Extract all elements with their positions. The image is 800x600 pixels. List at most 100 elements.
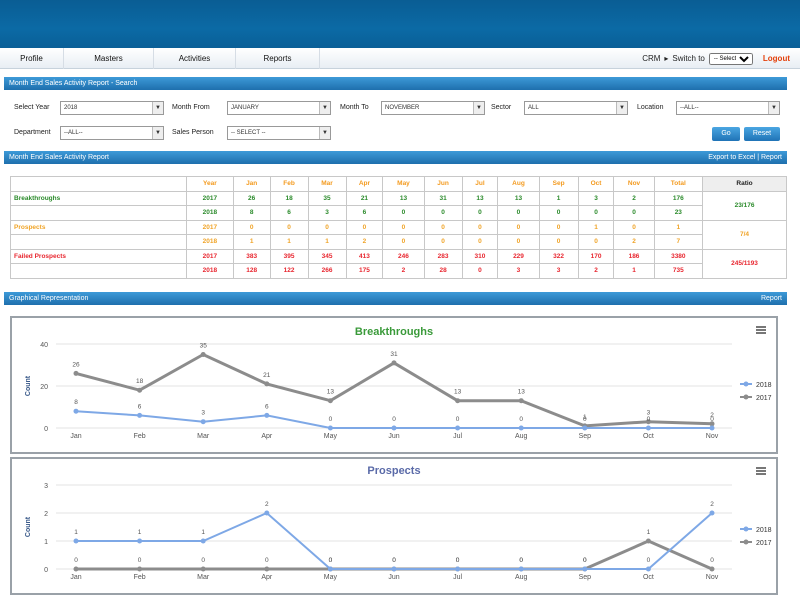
export-excel-link[interactable]: Export to Excel | Report <box>708 154 782 161</box>
location-select[interactable]: --ALL-- ▼ <box>676 101 780 115</box>
table-cell: 3 <box>497 263 540 279</box>
table-row: 2018 8 6 3 6 0 0 0 0 0 0 0 23 <box>10 205 787 221</box>
data-point-2018 <box>200 419 206 425</box>
data-label-2018: 1 <box>138 529 142 536</box>
table-cell: 0 <box>382 219 425 235</box>
legend-marker <box>743 526 749 532</box>
data-label-2017: 35 <box>200 343 208 350</box>
x-tick-label: May <box>324 433 338 440</box>
switch-to-select[interactable]: -- Select -- <box>708 52 753 65</box>
legend-label: 2017 <box>756 540 772 547</box>
nav-item-profile[interactable]: Profile <box>0 48 64 69</box>
data-point-2018 <box>518 566 524 572</box>
table-cell: 1 <box>307 234 347 250</box>
month-from-select[interactable]: JANUARY ▼ <box>227 101 331 115</box>
graph-section-title: Graphical Representation <box>9 295 89 302</box>
data-point-2018 <box>582 566 588 572</box>
data-point-2018 <box>709 425 715 431</box>
row-name-cell <box>10 205 187 221</box>
table-cell: 2018 <box>186 205 234 221</box>
table-header-cell: Apr <box>345 176 384 192</box>
sales-person-select[interactable]: -- SELECT -- ▼ <box>227 126 331 140</box>
x-tick-label: Apr <box>261 574 273 581</box>
data-point-2017 <box>709 421 715 427</box>
data-point-2018 <box>137 412 143 418</box>
x-tick-label: Oct <box>643 433 654 440</box>
table-cell: 6 <box>269 205 309 221</box>
data-point-2017 <box>518 398 524 404</box>
x-tick-label: Jun <box>388 574 399 581</box>
table-header-row: Year Jan Feb Mar Apr May Jun Jul Aug Sep Oct Nov Tot… <box>10 176 787 192</box>
ratio-cell: 23/176 <box>702 190 787 221</box>
table-cell: 1 <box>577 219 615 235</box>
data-label-2018: 1 <box>74 529 78 536</box>
table-cell: 2 <box>613 190 655 206</box>
table-cell: 0 <box>461 234 499 250</box>
table-cell: 31 <box>423 190 463 206</box>
year-select[interactable]: 2018 ▼ <box>60 101 164 115</box>
data-point-2017 <box>73 370 79 376</box>
table-cell: 2 <box>345 234 384 250</box>
table-cell: 283 <box>423 248 463 264</box>
data-point-2017 <box>455 398 461 404</box>
x-tick-label: Aug <box>515 433 528 440</box>
table-cell: 395 <box>269 248 309 264</box>
data-label-2017: 0 <box>201 557 205 564</box>
data-point-2018 <box>73 538 79 544</box>
chart-menu-icon[interactable] <box>756 326 766 334</box>
data-point-2017 <box>391 360 397 366</box>
chart-menu-icon[interactable] <box>756 467 766 475</box>
table-cell: 0 <box>613 219 655 235</box>
month-from-value: JANUARY <box>231 105 259 111</box>
table-cell: 176 <box>653 190 704 206</box>
department-select[interactable]: --ALL-- ▼ <box>60 126 164 140</box>
report-section-header: Month End Sales Activity Report Export t… <box>4 151 787 164</box>
data-label-2017: 0 <box>392 557 396 564</box>
x-tick-label: Mar <box>197 433 210 440</box>
table-cell: 2017 <box>186 248 234 264</box>
table-header-cell: Feb <box>269 176 309 192</box>
data-label-2018: 0 <box>647 557 651 564</box>
chevron-down-icon: ▼ <box>616 102 627 114</box>
data-label-2018: 1 <box>201 529 205 536</box>
sector-select[interactable]: ALL ▼ <box>524 101 628 115</box>
go-button[interactable]: Go <box>712 127 740 141</box>
x-tick-label: Apr <box>261 433 273 440</box>
data-point-2018 <box>518 425 524 431</box>
table-cell: 7 <box>653 234 704 250</box>
table-cell: 0 <box>538 219 579 235</box>
table-cell: 13 <box>497 190 540 206</box>
data-label-2017: 13 <box>327 389 335 396</box>
data-point-2017 <box>200 352 206 357</box>
nav-item-activities[interactable]: Activities <box>154 48 236 69</box>
table-row: 2018 1 1 1 2 0 0 0 0 0 0 2 7 <box>10 234 787 250</box>
x-tick-label: Sep <box>579 574 592 581</box>
y-tick-label: 40 <box>40 342 48 349</box>
table-cell: 2 <box>613 234 655 250</box>
x-tick-label: Feb <box>134 433 146 440</box>
ratio-cell: 245/1193 <box>702 248 787 279</box>
table-cell: 1 <box>653 219 704 235</box>
nav-item-reports[interactable]: Reports <box>236 48 320 69</box>
x-tick-label: Jan <box>70 433 81 440</box>
data-label-2018: 2 <box>710 501 714 508</box>
table-header-cell: Mar <box>307 176 347 192</box>
data-label-2017: 0 <box>74 557 78 564</box>
table-cell: 170 <box>577 248 615 264</box>
legend-label: 2018 <box>756 527 772 534</box>
table-cell: 175 <box>345 263 384 279</box>
graph-section-header: Graphical Representation Report <box>4 292 787 305</box>
reset-button[interactable]: Reset <box>744 127 780 141</box>
year-label: Select Year <box>14 104 50 111</box>
x-tick-label: Nov <box>706 574 719 581</box>
crm-label: CRM <box>642 54 661 63</box>
table-row: Failed Prospects 2017 383 395 345 413 246 283 31… <box>10 248 787 279</box>
data-label-2018: 0 <box>456 557 460 564</box>
nav-item-masters[interactable]: Masters <box>64 48 154 69</box>
month-to-select[interactable]: NOVEMBER ▼ <box>381 101 485 115</box>
logout-link[interactable]: Logout <box>762 54 790 63</box>
graph-report-link[interactable]: Report <box>760 295 782 302</box>
data-label-2018: 0 <box>519 416 523 423</box>
data-label-2017: 0 <box>456 557 460 564</box>
